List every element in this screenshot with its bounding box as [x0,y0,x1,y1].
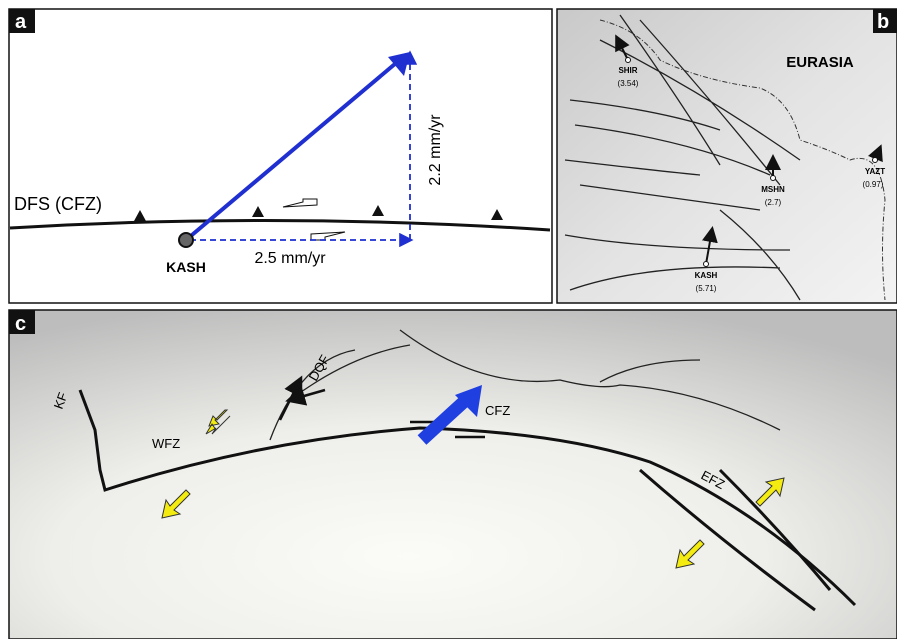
station-name: MSHN [761,185,785,194]
panel-label: b [877,11,889,33]
station-rate: (2.7) [765,198,782,207]
station-label: KASH [166,259,206,275]
fault-label: DFS (CFZ) [14,194,102,214]
station-rate: (5.71) [696,284,717,293]
station-name: SHIR [618,66,637,75]
rate-label: 2.2 mm/yr [427,114,444,186]
station-name: YAZT [865,167,885,176]
panel-b: b EURASIA SHIR (3.54) MSHN (2.7) YAZT (0… [557,9,897,303]
station-rate: (0.97) [863,180,884,189]
panel-c: c KF WFZ DQF CFZ EFZ [9,310,897,639]
figure: a DFS (CFZ) KASH 2.5 mm/yr 2.2 mm/yr b E… [0,0,897,639]
panel-label: a [15,11,27,33]
panel-a: a DFS (CFZ) KASH 2.5 mm/yr 2.2 mm/yr [9,9,552,303]
station-name: KASH [695,271,718,280]
rate-label: 2.5 mm/yr [254,250,326,267]
panel-label: c [15,313,26,335]
fault-label: CFZ [485,403,510,418]
fault-label: WFZ [152,436,180,451]
station-rate: (3.54) [618,79,639,88]
plate-label: EURASIA [786,54,854,71]
